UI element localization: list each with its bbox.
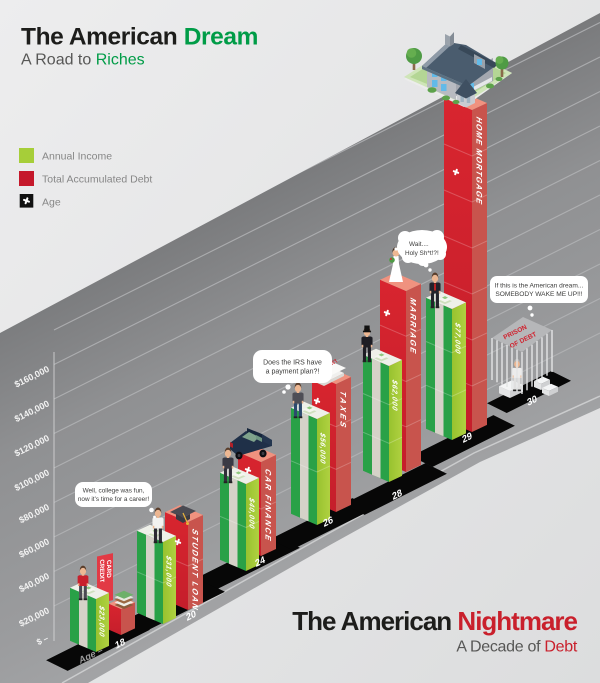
svg-text:$62,000: $62,000: [391, 378, 400, 413]
svg-text:Annual Income: Annual Income: [42, 151, 112, 163]
svg-text:MARRIAGE: MARRIAGE: [409, 296, 418, 357]
svg-text:Total Accumulated Debt: Total Accumulated Debt: [42, 174, 152, 186]
svg-text:Wait....: Wait....: [409, 241, 429, 248]
svg-text:Does the IRS have: Does the IRS have: [263, 359, 322, 366]
svg-text:HOME MORTGAGE: HOME MORTGAGE: [475, 115, 484, 207]
svg-text:$40,000: $40,000: [248, 496, 257, 531]
svg-text:Well, college was fun,: Well, college was fun,: [83, 487, 145, 494]
svg-text:The American Dream: The American Dream: [21, 24, 258, 51]
svg-text:$23,000: $23,000: [98, 604, 107, 639]
svg-text:A Road to Riches: A Road to Riches: [21, 52, 145, 69]
svg-text:a payment plan?!: a payment plan?!: [266, 369, 320, 376]
svg-text:A Decade of Debt: A Decade of Debt: [456, 639, 577, 656]
svg-text:24: 24: [254, 554, 266, 570]
svg-text:Holy Sh*t!?!: Holy Sh*t!?!: [405, 250, 439, 257]
svg-text:CARD: CARD: [105, 559, 112, 579]
svg-text:$56,000: $56,000: [319, 431, 328, 466]
svg-text:28: 28: [391, 487, 403, 503]
svg-text:CREDIT: CREDIT: [98, 559, 105, 584]
svg-text:The American Nightmare: The American Nightmare: [292, 606, 577, 636]
svg-text:26: 26: [322, 514, 334, 530]
svg-text:now it’s time for a career!: now it’s time for a career!: [78, 496, 149, 503]
svg-text:20: 20: [185, 608, 197, 624]
svg-text:TAXES: TAXES: [339, 389, 348, 432]
svg-text:30: 30: [526, 393, 538, 409]
svg-text:CAR FINANCE: CAR FINANCE: [264, 467, 273, 544]
svg-text:29: 29: [461, 430, 473, 446]
svg-text:$31,000: $31,000: [165, 554, 174, 589]
svg-text:18: 18: [114, 636, 126, 652]
svg-text:$77,000: $77,000: [454, 321, 463, 356]
svg-text:Age: Age: [42, 197, 61, 209]
svg-text:If this is the American dream.: If this is the American dream...: [495, 282, 584, 289]
svg-text:SOMEBODY WAKE ME UP!!!: SOMEBODY WAKE ME UP!!!: [495, 291, 582, 298]
svg-text:STUDENT LOAN: STUDENT LOAN: [191, 527, 200, 613]
svg-text:$ –: $ –: [35, 633, 50, 647]
